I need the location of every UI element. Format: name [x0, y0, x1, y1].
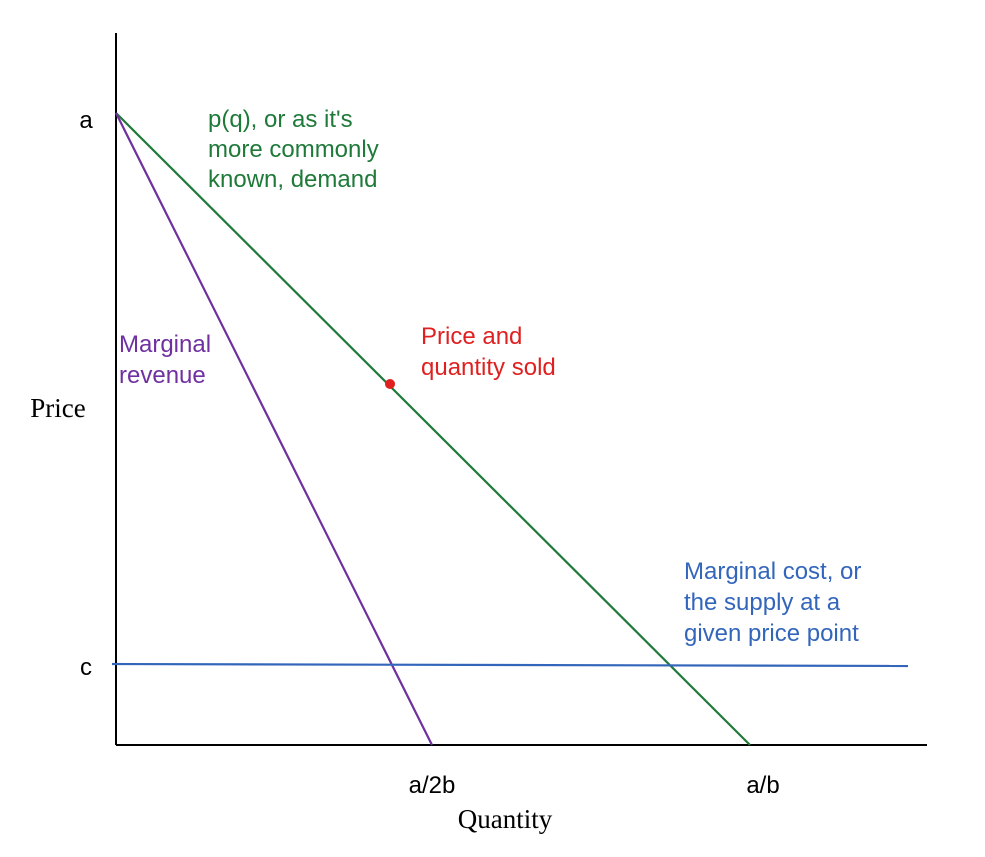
marginal-cost-label-line-3: given price point: [684, 620, 859, 647]
demand-line: [115, 112, 751, 746]
x-axis-title: Quantity: [458, 804, 553, 834]
marginal-cost-line: [111, 662, 909, 668]
demand-label-line-2: more commonly: [208, 136, 379, 163]
annotation-line-1: Price and: [421, 323, 522, 350]
price-quantity-point: [385, 379, 395, 389]
marginal-cost-label-line-1: Marginal cost, or: [684, 558, 861, 585]
marginal-revenue-label-line-1: Marginal: [119, 331, 211, 358]
y-axis-title: Price: [30, 393, 85, 423]
x-tick-a-2b: a/2b: [409, 772, 456, 799]
marginal-revenue-label-line-2: revenue: [119, 362, 206, 389]
annotation-line-2: quantity sold: [421, 354, 556, 381]
x-tick-a-b: a/b: [746, 772, 779, 799]
y-tick-a: a: [79, 107, 93, 134]
demand-label-line-3: known, demand: [208, 166, 377, 193]
y-tick-c: c: [80, 654, 92, 681]
demand-label-line-1: p(q), or as it's: [208, 106, 353, 133]
marginal-cost-label-line-2: the supply at a: [684, 589, 841, 616]
marginal-revenue-line: [115, 112, 433, 746]
